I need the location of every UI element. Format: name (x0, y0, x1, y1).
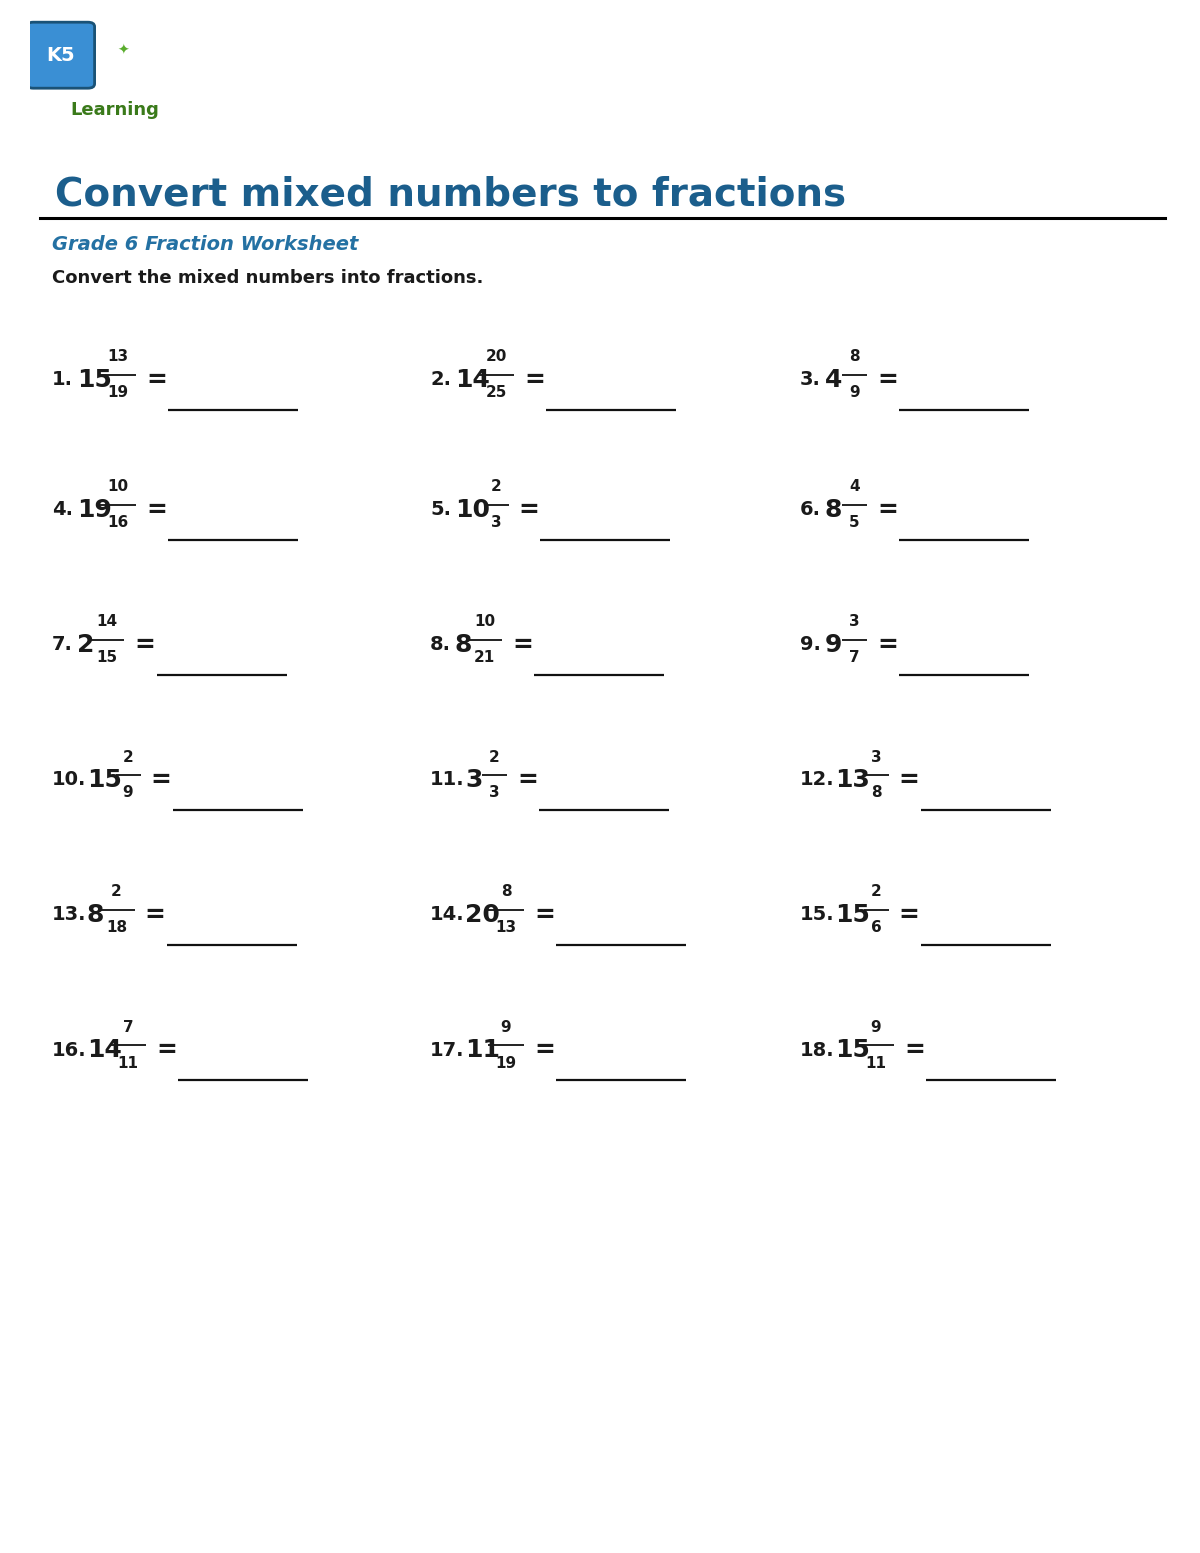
Text: =: = (146, 368, 167, 391)
Text: 2: 2 (122, 750, 133, 764)
Text: 3: 3 (490, 786, 500, 800)
Text: 14: 14 (96, 615, 118, 629)
Text: =: = (899, 769, 919, 792)
Text: Learning: Learning (71, 101, 160, 120)
Text: 15.: 15. (800, 905, 835, 924)
Text: =: = (877, 499, 898, 522)
Text: 4.: 4. (52, 500, 73, 520)
Text: 15: 15 (77, 368, 112, 391)
Text: 2: 2 (77, 634, 95, 657)
Text: 10: 10 (108, 480, 128, 494)
Text: 21: 21 (474, 651, 496, 666)
Text: 8: 8 (826, 499, 842, 522)
Text: 9: 9 (122, 786, 133, 800)
Text: =: = (134, 634, 155, 657)
Text: 8: 8 (850, 349, 860, 365)
Text: 18: 18 (106, 921, 127, 935)
Text: 14: 14 (455, 368, 490, 391)
Text: 8: 8 (500, 885, 511, 899)
Text: 9: 9 (500, 1019, 511, 1034)
Text: 14: 14 (88, 1037, 122, 1062)
Text: 3: 3 (850, 615, 860, 629)
Text: =: = (512, 634, 533, 657)
Text: 3: 3 (464, 769, 482, 792)
Text: 11.: 11. (430, 770, 464, 789)
Text: 13: 13 (108, 349, 128, 365)
Text: 5.: 5. (430, 500, 451, 520)
Text: 3: 3 (871, 750, 881, 764)
Text: 20: 20 (464, 902, 500, 927)
Text: 3.: 3. (800, 371, 821, 390)
Text: 9: 9 (871, 1019, 881, 1034)
Text: 14.: 14. (430, 905, 464, 924)
Text: K5: K5 (47, 45, 74, 65)
Text: 13: 13 (835, 769, 870, 792)
Text: 17.: 17. (430, 1041, 464, 1059)
Text: 8: 8 (455, 634, 473, 657)
Text: 11: 11 (865, 1056, 887, 1070)
Text: 2: 2 (491, 480, 502, 494)
Text: =: = (877, 634, 898, 657)
Text: 13: 13 (496, 921, 516, 935)
Text: =: = (534, 1037, 554, 1062)
Text: =: = (534, 902, 554, 927)
Text: 10: 10 (455, 499, 490, 522)
Text: 12.: 12. (800, 770, 835, 789)
Text: 5: 5 (850, 516, 860, 531)
Text: 15: 15 (835, 1037, 870, 1062)
Text: 10: 10 (474, 615, 496, 629)
Text: 19: 19 (77, 499, 112, 522)
Text: 9.: 9. (800, 635, 821, 654)
Text: =: = (904, 1037, 925, 1062)
Text: 2: 2 (490, 750, 500, 764)
Text: 10.: 10. (52, 770, 86, 789)
Text: 7: 7 (850, 651, 860, 666)
Text: =: = (150, 769, 172, 792)
Text: =: = (899, 902, 919, 927)
Text: 8: 8 (88, 902, 104, 927)
Text: 15: 15 (96, 651, 118, 666)
Text: 2.: 2. (430, 371, 451, 390)
Text: 7: 7 (122, 1019, 133, 1034)
Text: 13.: 13. (52, 905, 86, 924)
Text: Convert the mixed numbers into fractions.: Convert the mixed numbers into fractions… (52, 269, 484, 287)
Text: 6.: 6. (800, 500, 821, 520)
Text: Grade 6 Fraction Worksheet: Grade 6 Fraction Worksheet (52, 236, 359, 255)
Text: 9: 9 (850, 385, 860, 401)
Text: 6: 6 (871, 921, 881, 935)
Text: 16: 16 (107, 516, 128, 531)
Text: Convert mixed numbers to fractions: Convert mixed numbers to fractions (55, 175, 846, 214)
Text: 20: 20 (485, 349, 506, 365)
Text: 2: 2 (871, 885, 881, 899)
Text: 11: 11 (464, 1037, 500, 1062)
Text: 3: 3 (491, 516, 502, 531)
Text: 1.: 1. (52, 371, 73, 390)
Text: 9: 9 (826, 634, 842, 657)
Text: =: = (877, 368, 898, 391)
Text: 4: 4 (826, 368, 842, 391)
Text: =: = (518, 499, 539, 522)
Text: 19: 19 (496, 1056, 516, 1070)
Text: 8.: 8. (430, 635, 451, 654)
Text: ✦: ✦ (118, 43, 130, 57)
Text: 18.: 18. (800, 1041, 835, 1059)
Text: 15: 15 (835, 902, 870, 927)
Text: 19: 19 (108, 385, 128, 401)
Text: 25: 25 (485, 385, 506, 401)
Text: =: = (156, 1037, 176, 1062)
Text: =: = (517, 769, 538, 792)
Text: 7.: 7. (52, 635, 73, 654)
Text: 2: 2 (112, 885, 122, 899)
Text: =: = (146, 499, 167, 522)
Text: 15: 15 (88, 769, 122, 792)
FancyBboxPatch shape (26, 22, 95, 89)
Text: 16.: 16. (52, 1041, 86, 1059)
Text: 8: 8 (871, 786, 881, 800)
Text: 11: 11 (118, 1056, 138, 1070)
Text: 4: 4 (850, 480, 860, 494)
Text: =: = (144, 902, 166, 927)
Text: =: = (524, 368, 545, 391)
